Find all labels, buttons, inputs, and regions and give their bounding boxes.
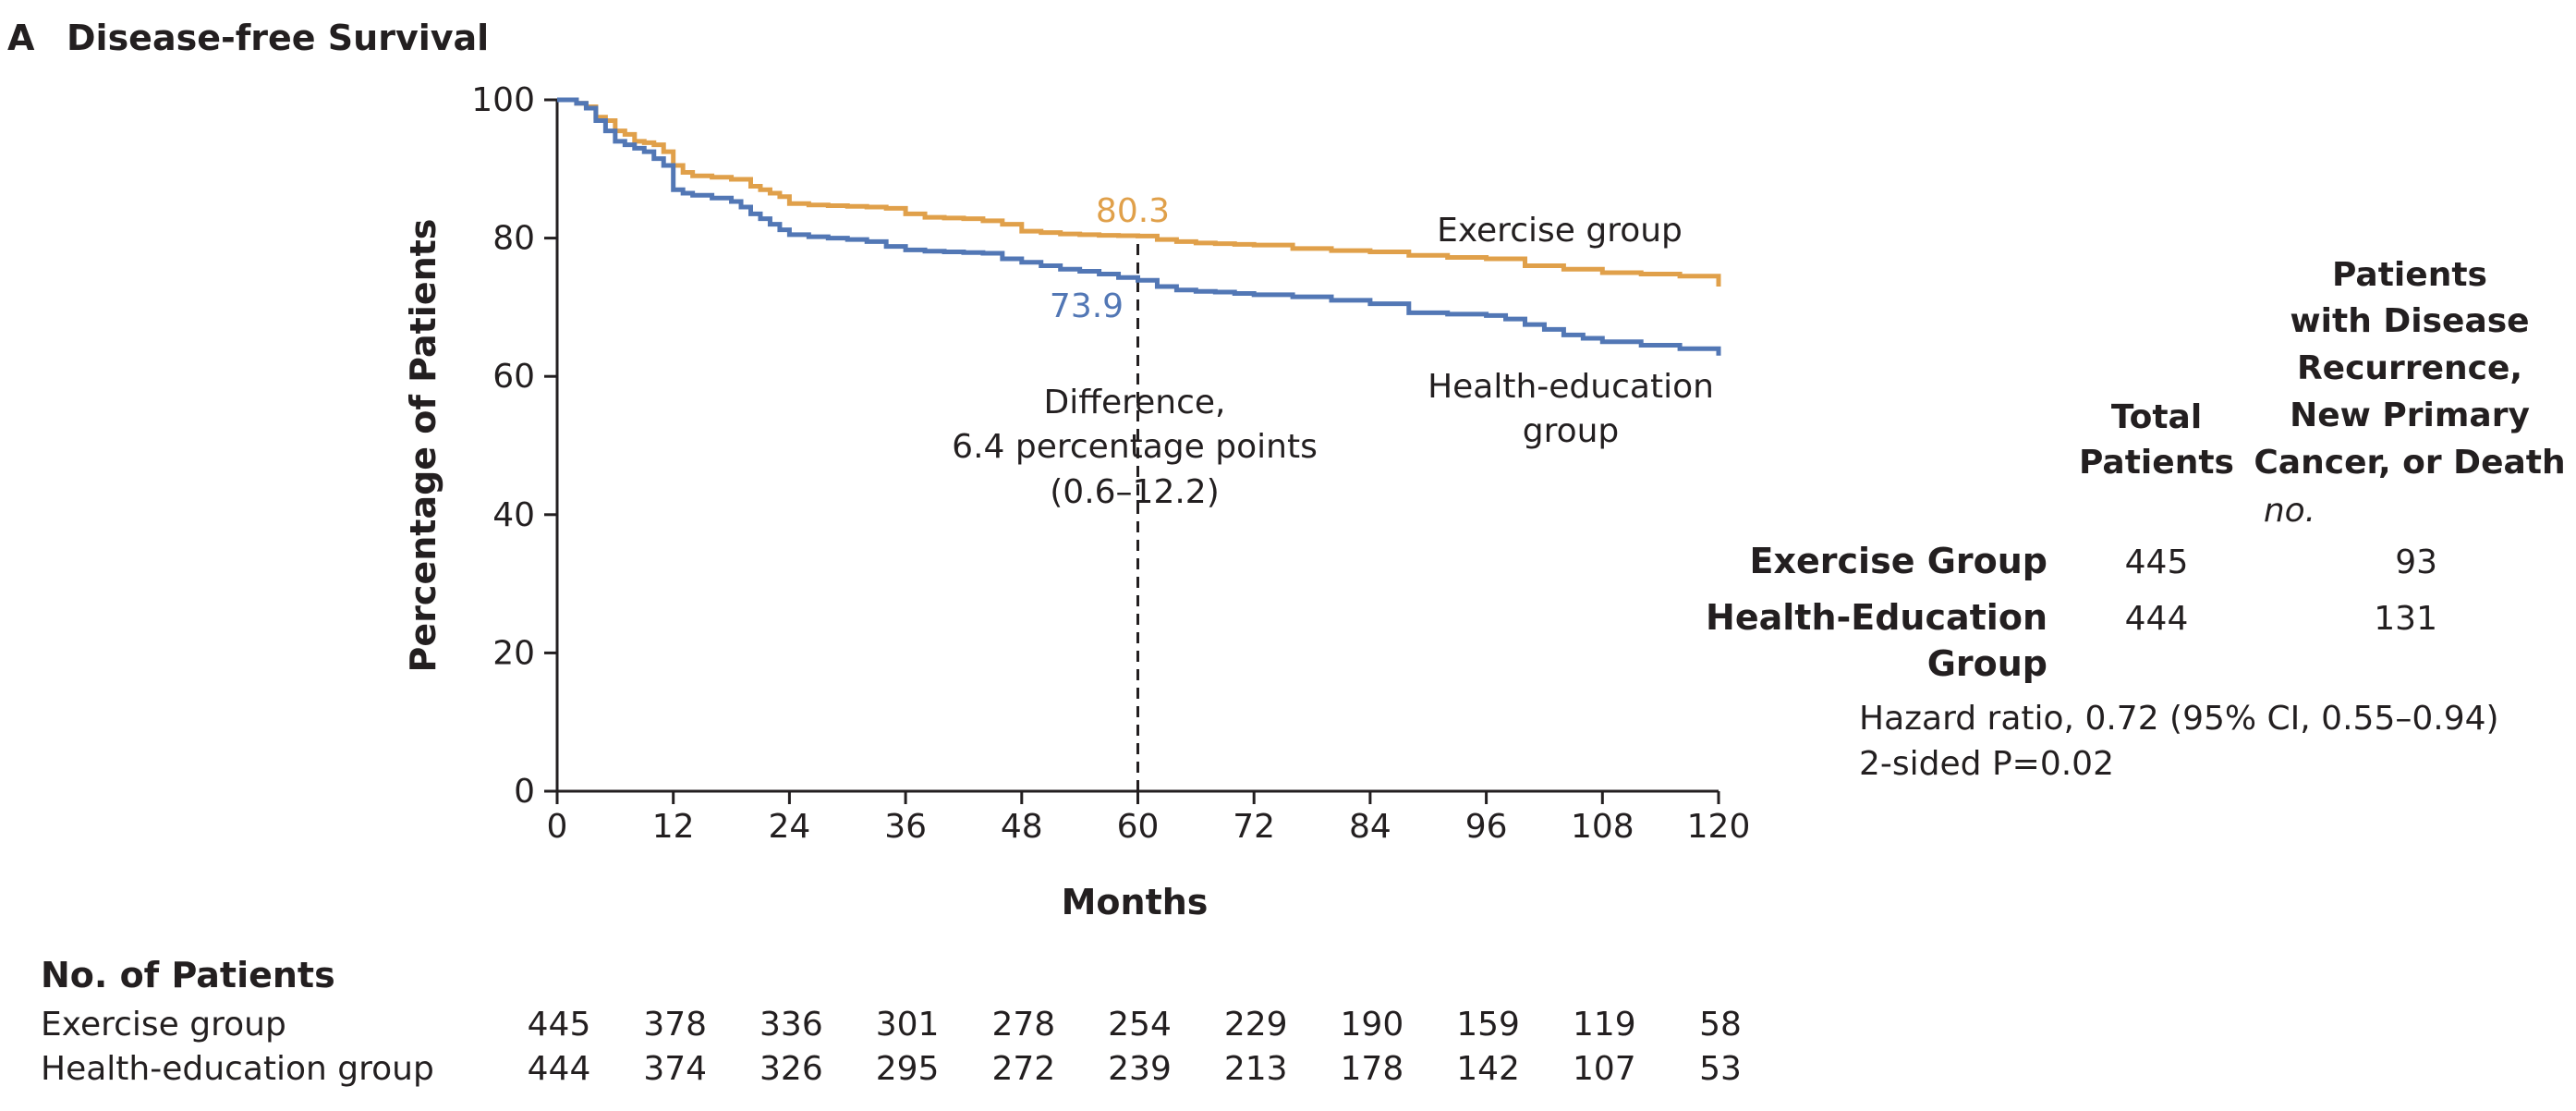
risk-count: 254 (1108, 1006, 1172, 1044)
x-tick-label: 36 (884, 808, 927, 846)
table-unit-label: no. (2264, 492, 2315, 530)
events-header-line1: Patients (2332, 256, 2487, 294)
y-tick-label: 20 (492, 634, 535, 672)
p-value-text: 2-sided P=0.02 (1859, 745, 2114, 783)
table-row-health-education-label-line1: Health-Education (1706, 597, 2047, 638)
y-tick-label: 100 (471, 81, 535, 119)
risk-count: 229 (1224, 1006, 1288, 1044)
x-tick-label: 108 (1571, 808, 1634, 846)
x-ticks: 0 12 24 36 48 60 72 84 96 108 120 (547, 791, 1751, 846)
table-row-exercise-events: 93 (2395, 543, 2437, 581)
risk-table-title: No. of Patients (41, 955, 335, 995)
total-patients-header-line1: Total (2111, 398, 2202, 436)
x-tick-label: 60 (1117, 808, 1160, 846)
total-patients-header-line2: Patients (2079, 444, 2234, 482)
risk-count: 301 (876, 1006, 940, 1044)
summary-table: Total Patients Patients with Disease Rec… (1706, 256, 2566, 783)
survival-curves (557, 97, 1721, 356)
difference-label-line2: 6.4 percentage points (952, 428, 1318, 466)
risk-count: 278 (991, 1006, 1055, 1044)
risk-row-exercise-label: Exercise group (41, 1006, 286, 1044)
risk-count: 295 (876, 1050, 940, 1088)
risk-row-exercise-values: 445 378 336 301 278 254 229 190 159 119 58 (528, 1006, 1742, 1044)
risk-count: 444 (528, 1050, 591, 1088)
table-row-health-education-total: 444 (2125, 600, 2189, 638)
health-education-group-curve (557, 97, 1721, 356)
table-row-exercise-total: 445 (2125, 543, 2189, 581)
risk-count: 58 (1699, 1006, 1742, 1044)
exercise-group-curve (557, 97, 1721, 287)
risk-count: 326 (759, 1050, 823, 1088)
table-row-health-education-events: 131 (2374, 600, 2437, 638)
x-tick-label: 24 (768, 808, 810, 846)
risk-table: No. of Patients Exercise group Health-ed… (41, 955, 1742, 1088)
risk-count: 119 (1573, 1006, 1636, 1044)
risk-count: 378 (643, 1006, 707, 1044)
health-education-60mo-value: 73.9 (1050, 287, 1124, 325)
risk-count: 336 (759, 1006, 823, 1044)
risk-count: 178 (1341, 1050, 1404, 1088)
exercise-60mo-value: 80.3 (1096, 192, 1170, 230)
exercise-group-curve-label: Exercise group (1437, 212, 1683, 250)
x-tick-label: 48 (1001, 808, 1043, 846)
x-tick-label: 12 (652, 808, 695, 846)
y-ticks: 0 20 40 60 80 100 (471, 81, 557, 811)
y-tick-label: 80 (492, 220, 535, 258)
risk-count: 445 (528, 1006, 591, 1044)
x-tick-label: 120 (1687, 808, 1751, 846)
risk-count: 190 (1341, 1006, 1404, 1044)
difference-label-line1: Difference, (1043, 384, 1225, 421)
risk-count: 239 (1108, 1050, 1172, 1088)
health-education-curve-label-line2: group (1523, 412, 1620, 450)
x-tick-label: 84 (1349, 808, 1391, 846)
risk-count: 213 (1224, 1050, 1288, 1088)
risk-count: 142 (1456, 1050, 1520, 1088)
x-axis-title: Months (1062, 882, 1209, 922)
y-tick-label: 40 (492, 496, 535, 534)
table-row-health-education-label-line2: Group (1927, 643, 2047, 684)
risk-count: 107 (1573, 1050, 1636, 1088)
events-header-line3: Recurrence, (2297, 349, 2522, 387)
x-tick-label: 96 (1465, 808, 1508, 846)
risk-count: 159 (1456, 1006, 1520, 1044)
risk-row-health-education-label: Health-education group (41, 1050, 434, 1088)
y-axis-title: Percentage of Patients (403, 219, 444, 673)
x-tick-label: 0 (547, 808, 568, 846)
panel-letter: A (7, 18, 35, 58)
x-tick-label: 72 (1233, 808, 1275, 846)
difference-label-line3: (0.6–12.2) (1050, 473, 1220, 511)
plot-axes: 0 12 24 36 48 60 72 84 96 108 120 0 20 40 60 80 100 (471, 81, 1750, 846)
events-header-line4: New Primary (2290, 397, 2530, 434)
events-header-line2: with Disease (2290, 302, 2529, 340)
risk-count: 374 (643, 1050, 707, 1088)
risk-count: 272 (991, 1050, 1055, 1088)
panel-title: Disease-free Survival (67, 18, 489, 58)
events-header-line5: Cancer, or Death (2254, 444, 2565, 482)
health-education-curve-label-line1: Health-education (1428, 368, 1714, 406)
hazard-ratio-text: Hazard ratio, 0.72 (95% CI, 0.55–0.94) (1859, 700, 2499, 738)
table-row-exercise-label: Exercise Group (1750, 541, 2047, 581)
risk-row-health-education-values: 444 374 326 295 272 239 213 178 142 107 53 (528, 1050, 1742, 1088)
y-tick-label: 60 (492, 358, 535, 396)
y-tick-label: 0 (514, 773, 535, 811)
risk-count: 53 (1699, 1050, 1742, 1088)
